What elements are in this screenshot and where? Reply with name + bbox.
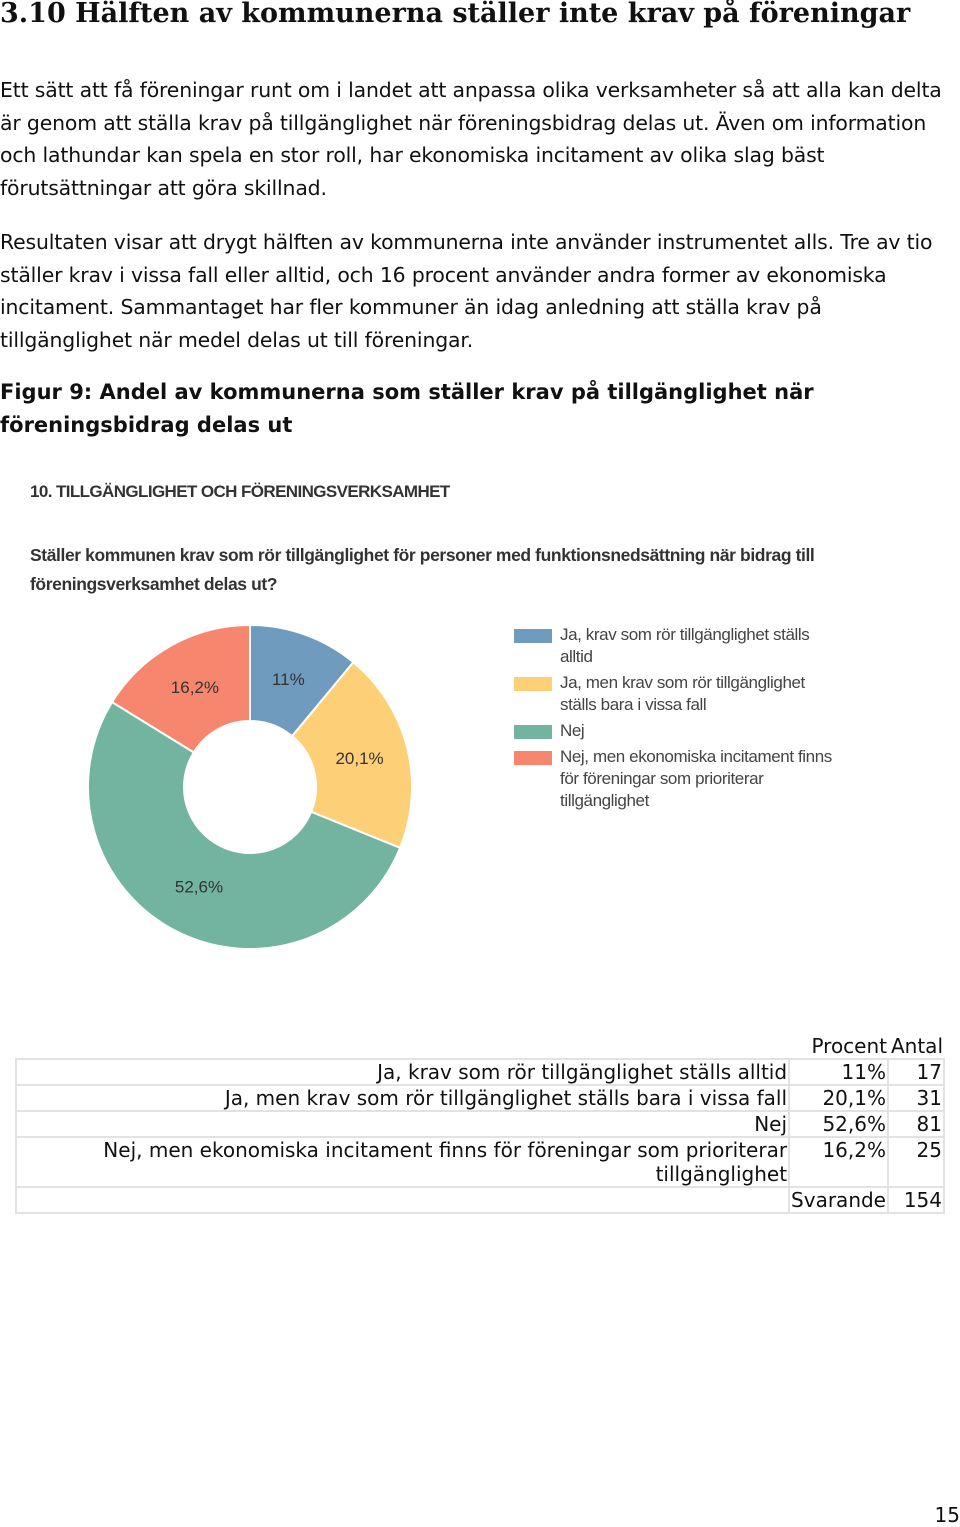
table-cell: 31 — [887, 1084, 945, 1112]
table-cell: 52,6% — [788, 1110, 889, 1138]
table-row: Nej 52,6% 81 — [14, 1110, 945, 1138]
legend-swatch — [514, 629, 552, 643]
data-label: 16,2% — [171, 678, 219, 697]
heading: 3.10 Hälften av kommunerna ställer inte … — [0, 0, 911, 29]
legend-item: Ja, men krav som rör tillgänglighet stäl… — [514, 672, 834, 716]
table-cell: 20,1% — [788, 1084, 889, 1112]
legend-item: Nej — [514, 720, 834, 742]
chart-title: 10. TILLGÄNGLIGHET OCH FÖRENINGSVERKSAMH… — [30, 482, 450, 501]
table-cell: 154 — [887, 1186, 945, 1214]
table-row: Nej, men ekonomiska incitament finns för… — [14, 1136, 945, 1188]
data-label: 52,6% — [175, 877, 223, 896]
paragraph: Ett sätt att få föreningar runt om i lan… — [0, 78, 942, 201]
legend: Ja, krav som rör tillgänglighet ställs a… — [514, 624, 834, 816]
page-number: 15 — [934, 1503, 960, 1527]
table-cell: Nej — [14, 1110, 791, 1138]
table-total-row: Svarande 154 — [14, 1186, 945, 1214]
legend-swatch — [514, 751, 552, 765]
table-cell: 17 — [887, 1058, 945, 1086]
legend-item: Nej, men ekonomiska incitament finns för… — [514, 746, 834, 812]
table-header: Procent Antal — [16, 1034, 944, 1059]
table-cell: Nej, men ekonomiska incitament finns för… — [14, 1136, 791, 1188]
table-cell: 11% — [788, 1058, 889, 1086]
donut-slice — [110, 623, 251, 754]
table-cell: 81 — [887, 1110, 945, 1138]
chart-subtitle: Ställer kommunen krav som rör tillgängli… — [30, 545, 815, 594]
table-cell: Ja, krav som rör tillgänglighet ställs a… — [14, 1058, 791, 1086]
data-label: 11% — [272, 670, 305, 689]
paragraph: Resultaten visar att drygt hälften av ko… — [0, 230, 933, 353]
data-table: Procent Antal Ja, krav som rör tillgängl… — [14, 1034, 945, 1214]
table-row: Ja, men krav som rör tillgänglighet stäl… — [14, 1084, 945, 1112]
table-cell: Ja, men krav som rör tillgänglighet stäl… — [14, 1084, 791, 1112]
figure-caption: Figur 9: Andel av kommunerna som ställer… — [0, 380, 814, 437]
column-header: Procent — [811, 1034, 887, 1058]
donut-chart: 11% 20,1% 52,6% 16,2% — [87, 623, 413, 950]
column-header: Antal — [890, 1034, 943, 1058]
legend-swatch — [514, 725, 552, 739]
data-label: 20,1% — [335, 749, 383, 768]
table-cell: Svarande — [788, 1186, 889, 1214]
table-row: Ja, krav som rör tillgänglighet ställs a… — [14, 1058, 945, 1086]
legend-swatch — [514, 677, 552, 691]
table-cell — [14, 1186, 791, 1214]
donut-slice — [87, 700, 402, 950]
donut-slice — [290, 660, 413, 850]
table-cell: 25 — [887, 1136, 945, 1188]
table-cell: 16,2% — [788, 1136, 889, 1188]
legend-item: Ja, krav som rör tillgänglighet ställs a… — [514, 624, 834, 668]
